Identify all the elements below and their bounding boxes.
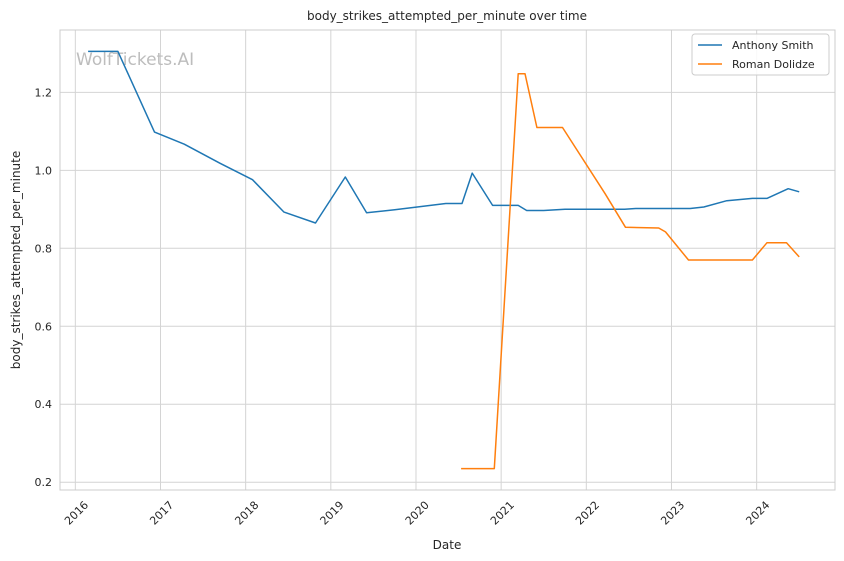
plot-frame bbox=[59, 29, 836, 491]
y-tick-label: 1.0 bbox=[35, 164, 53, 177]
y-tick-label: 0.8 bbox=[35, 242, 53, 255]
x-axis-label: Date bbox=[433, 538, 462, 552]
y-axis-ticks: 0.2 0.4 0.6 0.8 1.0 1.2 bbox=[35, 86, 53, 489]
series-line-roman-dolidze bbox=[461, 72, 800, 470]
y-axis-label: body_strikes_attempted_per_minute bbox=[9, 151, 23, 369]
chart-title: body_strikes_attempted_per_minute over t… bbox=[307, 9, 587, 23]
y-tick-label: 0.6 bbox=[35, 320, 53, 333]
grid bbox=[60, 30, 835, 490]
legend-box bbox=[691, 33, 830, 76]
legend-label-anthony-smith: Anthony Smith bbox=[732, 39, 814, 52]
y-tick-label: 1.2 bbox=[35, 86, 53, 99]
legend-label-roman-dolidze: Roman Dolidze bbox=[732, 58, 815, 71]
y-tick-label: 0.2 bbox=[35, 476, 53, 489]
series-line-anthony-smith bbox=[88, 50, 800, 224]
watermark: WolfTickets.AI bbox=[76, 50, 194, 70]
y-tick-label: 0.4 bbox=[35, 398, 53, 411]
legend: Anthony Smith Roman Dolidze bbox=[691, 33, 830, 76]
series-layer bbox=[88, 50, 800, 470]
